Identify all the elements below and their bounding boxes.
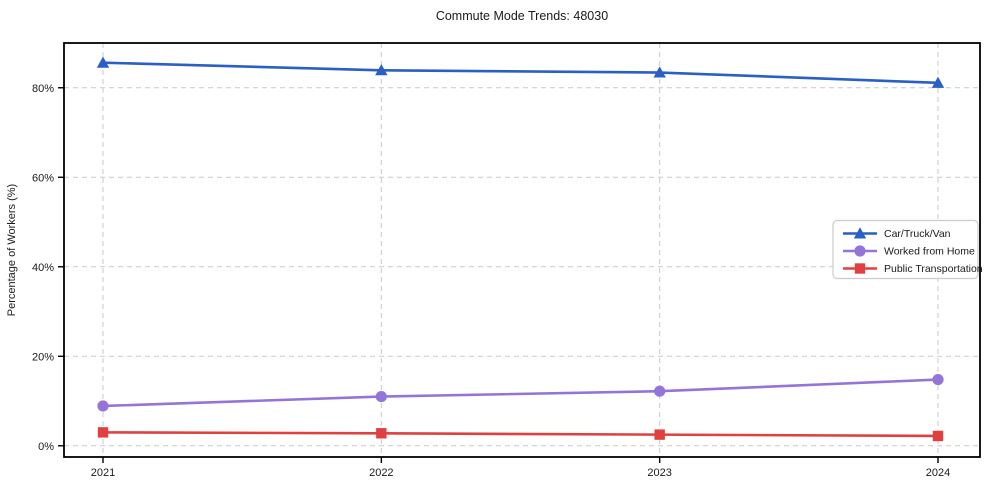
- legend-marker-square: [854, 263, 866, 274]
- y-tick-label: 40%: [32, 262, 54, 274]
- data-point-marker: [97, 427, 109, 438]
- y-tick-label: 80%: [32, 83, 54, 95]
- data-point-marker: [97, 400, 109, 412]
- series-layer: [96, 56, 945, 442]
- y-tick-label: 60%: [32, 172, 54, 184]
- legend-label: Car/Truck/Van: [884, 228, 951, 240]
- plot-frame: [63, 42, 981, 458]
- x-tick-label: 2024: [926, 467, 950, 479]
- x-tick-label: 2021: [91, 467, 115, 479]
- data-point-marker: [932, 430, 944, 442]
- y-tick-label: 0%: [38, 441, 54, 453]
- data-point-marker: [96, 56, 110, 68]
- legend-label: Public Transportation: [884, 263, 983, 275]
- legend-box: [832, 219, 979, 280]
- legend-entry: Public Transportation: [843, 263, 983, 275]
- data-point-marker: [375, 390, 387, 403]
- series-car-truck-van: [96, 56, 945, 88]
- y-tick-label: 20%: [32, 351, 54, 363]
- data-point-marker: [931, 76, 945, 88]
- legend-label: Worked from Home: [884, 246, 975, 258]
- legend-entry: Worked from Home: [843, 245, 975, 258]
- x-tick-label: 2022: [369, 467, 393, 479]
- data-point-marker: [932, 373, 944, 386]
- data-point-marker: [375, 64, 388, 76]
- legend: Car/Truck/Van Worked from Home Public Tran…: [832, 219, 983, 280]
- series-public-transportation: [97, 427, 944, 442]
- data-point-marker: [653, 66, 666, 78]
- series-line: [101, 378, 940, 408]
- x-tick-label: 2023: [647, 467, 671, 479]
- legend-marker-circle: [854, 245, 866, 257]
- legend-entry: Car/Truck/Van: [843, 227, 951, 240]
- chart-title: Commute Mode Trends: 48030: [436, 9, 608, 23]
- data-point-marker: [376, 428, 387, 439]
- series-line: [101, 61, 940, 85]
- data-point-marker: [654, 385, 666, 397]
- axis-tick-layer: 0% 20% 40% 60% 80% 2021 2022 2023 2024: [32, 83, 950, 479]
- y-axis-label: Percentage of Workers (%): [6, 184, 18, 316]
- series-line: [101, 431, 940, 438]
- data-point-marker: [654, 429, 665, 440]
- legend-marker-triangle: [853, 227, 867, 239]
- series-worked-from-home: [97, 373, 944, 412]
